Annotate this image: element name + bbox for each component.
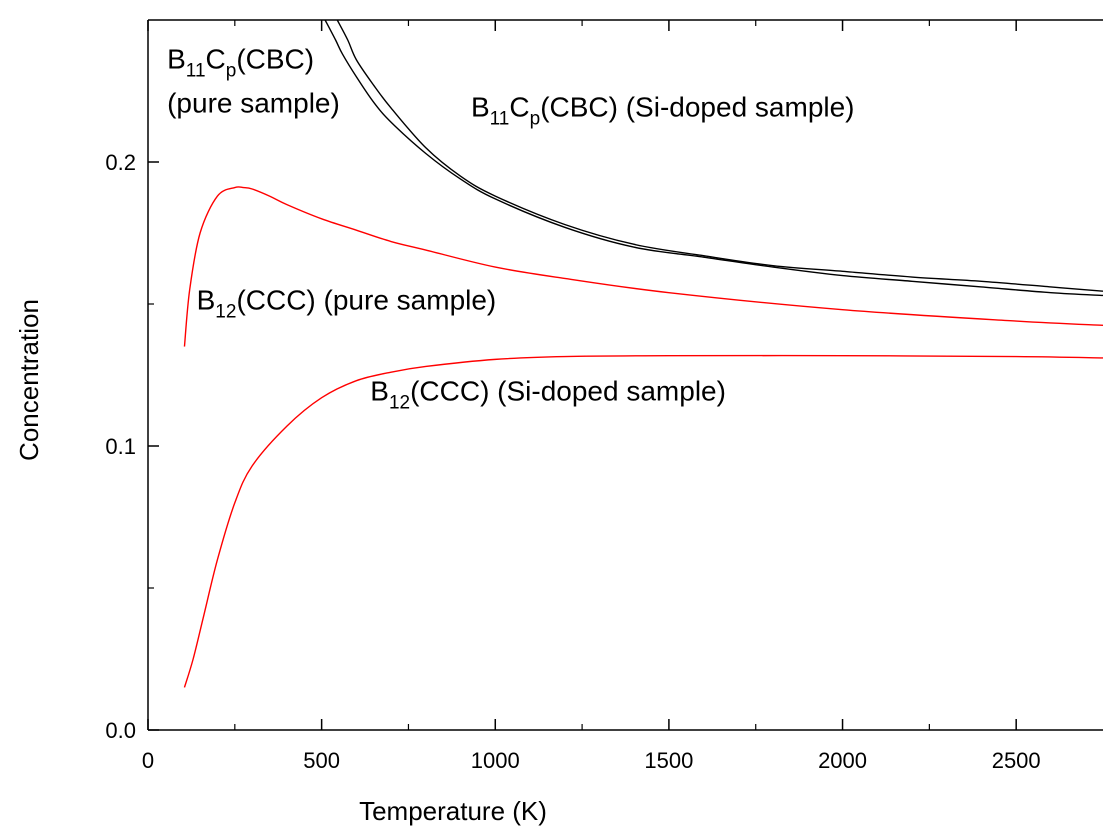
- x-tick-label: 500: [303, 748, 340, 773]
- annotation-text: B: [167, 43, 186, 74]
- x-tick-label: 1000: [471, 748, 520, 773]
- series-layer: [183, 20, 1103, 688]
- annotation-text: (CBC): [236, 43, 314, 74]
- annotation-3: B12(CCC) (pure sample): [197, 285, 497, 323]
- annotation-subscript: p: [530, 109, 541, 130]
- x-tick-label: 1500: [644, 748, 693, 773]
- series-line-1: [324, 20, 1103, 297]
- annotation-text: B: [370, 376, 389, 407]
- annotation-text: (pure sample): [167, 87, 340, 118]
- series-group: [183, 20, 1103, 688]
- annotation-text: B: [471, 92, 490, 123]
- annotation-subscript: 12: [215, 302, 236, 323]
- y-tick-label: 0.2: [105, 150, 136, 175]
- x-tick-label: 2500: [992, 748, 1041, 773]
- x-tick-label: 2000: [818, 748, 867, 773]
- annotation-subscript: 12: [389, 393, 410, 414]
- x-tick-label: 0: [142, 748, 154, 773]
- annotation-2: B11Cp(CBC) (Si-doped sample): [471, 92, 855, 130]
- axes-layer: 0 500 1000 1500 2000 2500 0.0 0.1 0.2: [105, 19, 1103, 773]
- annotation-text: (CCC) (Si-doped sample): [410, 376, 726, 407]
- annotation-subscript: p: [226, 60, 237, 81]
- annotation-text: C: [206, 43, 226, 74]
- y-tick-label: 0.1: [105, 434, 136, 459]
- annotation-text: (CCC) (pure sample): [236, 285, 496, 316]
- annotation-layer: B11Cp(CBC) (pure sample) B11Cp(CBC) (Si-do…: [167, 43, 854, 413]
- y-axis-title: Concentration: [14, 299, 44, 461]
- annotation-subscript: 11: [186, 60, 206, 81]
- annotation-text: B: [197, 285, 216, 316]
- annotation-text: (CBC) (Si-doped sample): [540, 92, 854, 123]
- y-tick-label: 0.0: [105, 718, 136, 743]
- series-line-3: [183, 186, 1103, 347]
- annotation-1: B11Cp(CBC) (pure sample): [167, 43, 340, 118]
- x-axis-title: Temperature (K): [359, 796, 547, 826]
- series-line-4: [183, 354, 1103, 688]
- annotation-text: C: [509, 92, 529, 123]
- annotation-4: B12(CCC) (Si-doped sample): [370, 376, 726, 414]
- series-line-2: [336, 20, 1103, 292]
- annotation-subscript: 11: [490, 109, 510, 130]
